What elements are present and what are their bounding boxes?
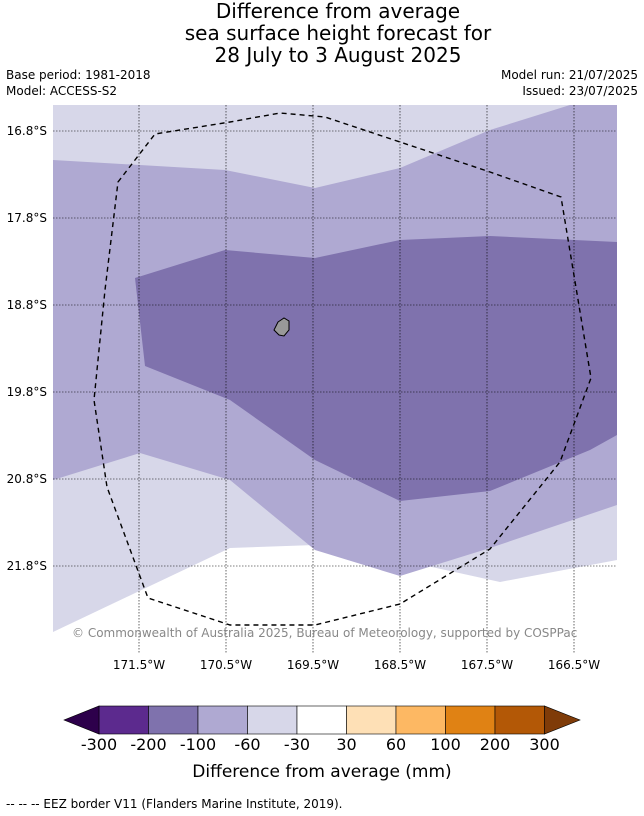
longitude-label: 170.5°W bbox=[200, 658, 252, 672]
model-run: Model run: 21/07/2025 bbox=[500, 68, 638, 82]
band-dark-purple bbox=[135, 236, 617, 501]
copyright-notice: © Commonwealth of Australia 2025, Bureau… bbox=[72, 626, 577, 640]
meta-left: Base period: 1981-2018 Model: ACCESS-S2 bbox=[6, 67, 151, 99]
issued-date: Issued: 23/07/2025 bbox=[522, 84, 638, 98]
colorbar-segment bbox=[395, 705, 446, 735]
colorbar-extend-low bbox=[63, 705, 100, 735]
latitude-label: 20.8°S bbox=[7, 472, 47, 486]
longitude-label: 166.5°W bbox=[548, 658, 600, 672]
base-period: Base period: 1981-2018 bbox=[6, 68, 151, 82]
longitude-label: 171.5°W bbox=[113, 658, 165, 672]
latitude-label: 17.8°S bbox=[7, 211, 47, 225]
band-white-south bbox=[53, 545, 617, 653]
colorbar-tick-label: 100 bbox=[430, 735, 461, 754]
colorbar-tick-label: 30 bbox=[336, 735, 357, 754]
colorbar-tick-label: -300 bbox=[80, 735, 118, 754]
longitude-label: 167.5°W bbox=[461, 658, 513, 672]
colorbar-segment bbox=[197, 705, 248, 735]
longitude-label: 169.5°W bbox=[287, 658, 339, 672]
colorbar-segment bbox=[148, 705, 199, 735]
colorbar-segment bbox=[346, 705, 397, 735]
latitude-label: 18.8°S bbox=[7, 298, 47, 312]
colorbar-tick-label: 200 bbox=[479, 735, 511, 754]
latitude-label: 16.8°S bbox=[7, 124, 47, 138]
title-line-2: sea surface height forecast for bbox=[184, 21, 492, 45]
colorbar-label: Difference from average (mm) bbox=[192, 762, 452, 782]
latitude-label: 21.8°S bbox=[7, 559, 47, 573]
colorbar-segment bbox=[98, 705, 149, 735]
colorbar-tick-label: 300 bbox=[529, 735, 560, 754]
meta-right: Model run: 21/07/2025 Issued: 23/07/2025 bbox=[501, 67, 638, 99]
colorbar-segment bbox=[494, 705, 545, 735]
latitude-labels: 16.8°S 17.8°S 18.8°S 19.8°S 20.8°S 21.8°S bbox=[7, 124, 47, 573]
eez-footnote: -- -- -- EEZ border V11 (Flanders Marine… bbox=[6, 797, 343, 811]
colorbar-tick-label: -100 bbox=[179, 735, 217, 754]
colorbar-segment bbox=[247, 705, 298, 735]
longitude-label: 168.5°W bbox=[374, 658, 426, 672]
map-title: Difference from average sea surface heig… bbox=[0, 0, 644, 66]
colorbar bbox=[63, 705, 581, 735]
colorbar-tick-label: 60 bbox=[385, 735, 407, 754]
title-line-1: Difference from average bbox=[215, 0, 461, 23]
map-frame: © Commonwealth of Australia 2025, Bureau… bbox=[53, 105, 617, 653]
colorbar-tick-label: -60 bbox=[234, 735, 261, 754]
colorbar-extend-high bbox=[544, 705, 581, 735]
latitude-label: 19.8°S bbox=[7, 385, 47, 399]
colorbar-segment bbox=[445, 705, 496, 735]
graticule bbox=[53, 105, 617, 653]
model-name: Model: ACCESS-S2 bbox=[6, 84, 118, 98]
colorbar-segment bbox=[296, 705, 347, 735]
title-line-3: 28 July to 3 August 2025 bbox=[214, 43, 462, 67]
colorbar-tick-label: -30 bbox=[283, 735, 311, 754]
colorbar-tick-label: -200 bbox=[130, 735, 167, 754]
niue-island-icon bbox=[273, 317, 290, 337]
longitude-labels: 171.5°W 170.5°W 169.5°W 168.5°W 167.5°W 166.5… bbox=[113, 658, 600, 672]
